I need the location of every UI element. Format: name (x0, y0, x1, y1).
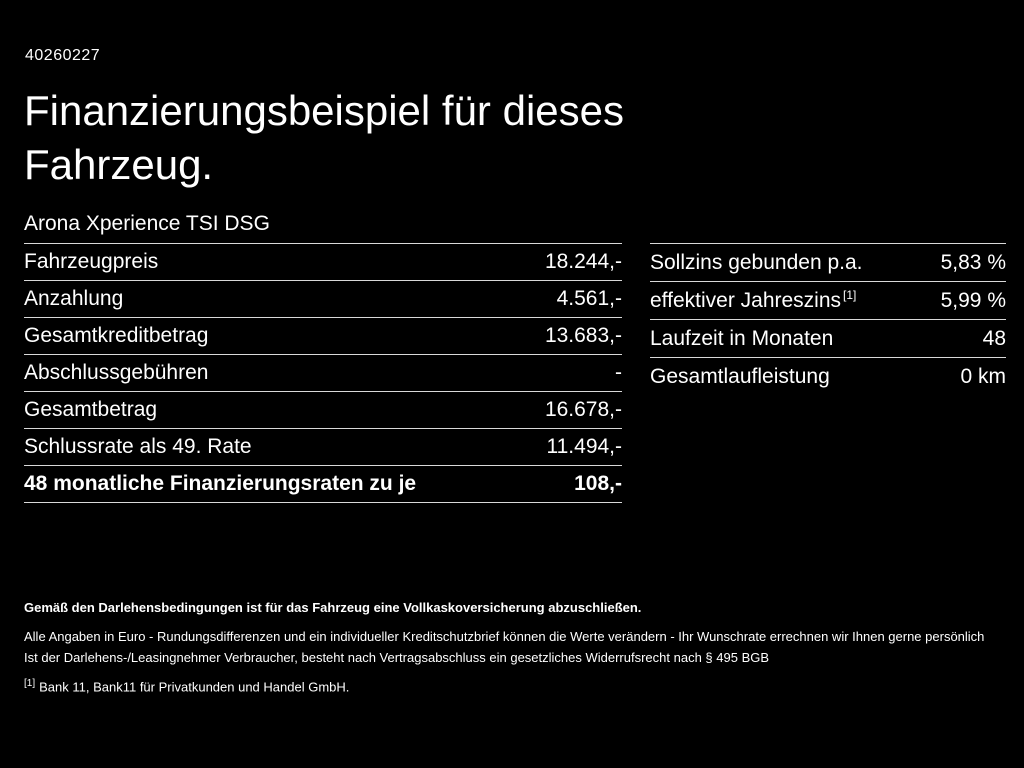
row-label: Sollzins gebunden p.a. (650, 251, 863, 274)
row-value: 0 km (960, 365, 1006, 388)
row-label: effektiver Jahreszins [1] (650, 288, 857, 312)
page-title: Finanzierungsbeispiel für dieses Fahrzeu… (24, 87, 624, 188)
table-row-monthly-rate: 48 monatliche Finanzierungsraten zu je 1… (24, 465, 622, 503)
table-row: Gesamtlaufleistung 0 km (650, 357, 1006, 395)
table-row: Abschlussgebühren - (24, 354, 622, 391)
table-row: Gesamtkreditbetrag 13.683,- (24, 317, 622, 354)
row-label: Schlussrate als 49. Rate (24, 435, 252, 458)
table-row: Anzahlung 4.561,- (24, 280, 622, 317)
row-label: 48 monatliche Finanzierungsraten zu je (24, 472, 417, 495)
row-value: 108,- (574, 472, 622, 495)
vehicle-model: Arona Xperience TSI DSG (24, 212, 270, 235)
row-value: 13.683,- (544, 324, 622, 347)
footnote-ref: [1] (843, 288, 857, 302)
row-label: Fahrzeugpreis (24, 250, 159, 273)
row-value: 4.561,- (556, 287, 622, 310)
row-label: Abschlussgebühren (24, 361, 209, 384)
row-value: 5,99 % (940, 289, 1006, 312)
table-row: effektiver Jahreszins [1] 5,99 % (650, 281, 1006, 319)
financing-table-right: Sollzins gebunden p.a. 5,83 % effektiver… (650, 243, 1006, 395)
row-label: Gesamtlaufleistung (650, 365, 830, 388)
table-row: Sollzins gebunden p.a. 5,83 % (650, 243, 1006, 281)
financing-table-left: Fahrzeugpreis 18.244,- Anzahlung 4.561,-… (24, 243, 622, 503)
table-row: Schlussrate als 49. Rate 11.494,- (24, 428, 622, 465)
row-value: 16.678,- (544, 398, 622, 421)
row-label: Gesamtkreditbetrag (24, 324, 209, 347)
row-label: Gesamtbetrag (24, 398, 158, 421)
footer-disclaimer: Gemäß den Darlehensbedingungen ist für d… (24, 598, 989, 698)
footnote-text: Bank 11, Bank11 für Privatkunden und Han… (39, 679, 350, 695)
row-value: 11.494,- (546, 435, 623, 458)
row-value: - (615, 361, 622, 384)
row-value: 18.244,- (544, 250, 622, 273)
table-row: Fahrzeugpreis 18.244,- (24, 243, 622, 280)
row-value: 5,83 % (940, 251, 1006, 274)
disclaimer-line: Alle Angaben in Euro - Rundungsdifferenz… (24, 629, 985, 645)
disclaimer-line: Ist der Darlehens-/Leasingnehmer Verbrau… (24, 650, 770, 666)
row-label: Anzahlung (24, 287, 124, 310)
bank-footnote: [1] Bank 11, Bank11 für Privatkunden und … (24, 676, 989, 697)
row-value: 48 (982, 327, 1006, 350)
offer-id: 40260227 (25, 47, 101, 64)
table-row: Gesamtbetrag 16.678,- (24, 391, 622, 428)
insurance-note: Gemäß den Darlehensbedingungen ist für d… (24, 600, 642, 615)
table-row: Laufzeit in Monaten 48 (650, 319, 1006, 357)
row-label: Laufzeit in Monaten (650, 327, 834, 350)
footnote-marker: [1] (24, 678, 36, 690)
